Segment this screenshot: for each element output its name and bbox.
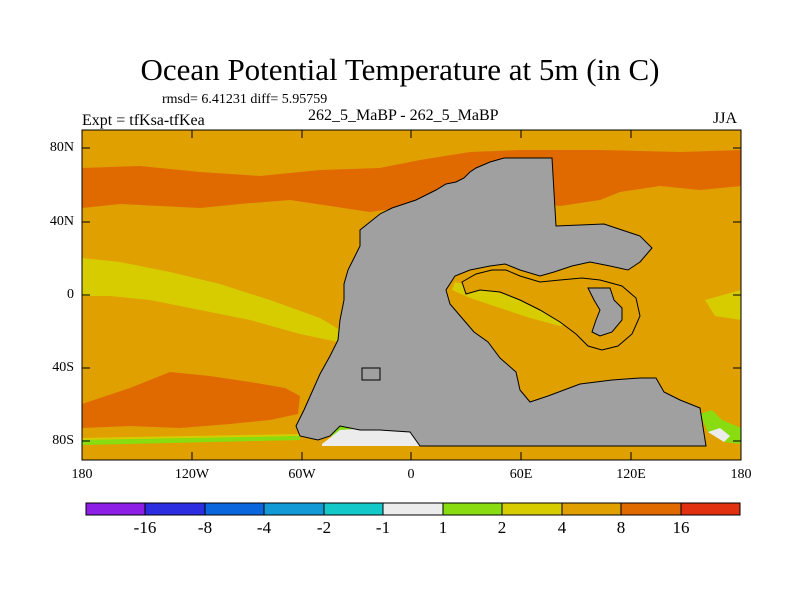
- region-southern-warm-band: [82, 372, 300, 428]
- map-field: [82, 130, 741, 460]
- y-label-80n: 80N: [49, 140, 74, 155]
- subtitle-label: 262_5_MaBP - 262_5_MaBP: [308, 107, 499, 124]
- land-island-tethys: [587, 287, 623, 337]
- experiment-label: Expt = tfKsa-tfKea: [82, 112, 205, 129]
- region-arctic-warm-band: [82, 150, 741, 212]
- x-label-120w: 120W: [174, 467, 210, 482]
- x-label-60w: 60W: [288, 467, 316, 482]
- colorbar-box-10: [620, 502, 682, 516]
- x-label-120e: 120E: [616, 467, 646, 482]
- x-label-0: 0: [407, 467, 415, 482]
- region-equatorial-cool-band: [82, 258, 340, 342]
- statistics-label: rmsd= 6.41231 diff= 5.95759: [162, 92, 328, 107]
- region-east-white-patch: [708, 428, 730, 442]
- plot-title: Ocean Potential Temperature at 5m (in C): [140, 52, 660, 87]
- colorbar-box-5: [323, 502, 384, 516]
- colorbar-box-7: [442, 502, 503, 516]
- region-arctic-top-strip: [82, 130, 741, 152]
- x-ticks: [81, 130, 742, 460]
- colorbar-label-9: 8: [616, 518, 626, 537]
- colorbar-label-10: 16: [672, 518, 690, 537]
- y-label-0: 0: [67, 287, 74, 302]
- colorbar-box-2: [144, 502, 206, 516]
- colorbar-box-9: [561, 502, 622, 516]
- colorbar-box-1: [85, 502, 146, 516]
- colorbar-label-6: 1: [438, 518, 448, 537]
- colorbar-box-3: [204, 502, 265, 516]
- land-western-continent: [295, 157, 707, 447]
- region-east-green-patch: [700, 410, 741, 444]
- land-small-island: [361, 367, 381, 381]
- x-label-180e: 180: [730, 467, 752, 482]
- colorbar-label-2: -8: [197, 518, 213, 537]
- y-label-80s: 80S: [52, 433, 74, 448]
- region-atlantic-cool-patch: [452, 282, 575, 326]
- colorbar-box-6: [382, 502, 444, 516]
- colorbar-label-1: -16: [133, 518, 157, 537]
- x-label-180w: 180: [71, 467, 93, 482]
- y-label-40s: 40S: [52, 360, 74, 375]
- colorbar: [85, 502, 741, 516]
- colorbar-box-4: [263, 502, 325, 516]
- colorbar-box-8: [501, 502, 563, 516]
- y-ticks: [82, 147, 741, 442]
- season-label: JJA: [713, 110, 738, 127]
- x-label-60e: 60E: [509, 467, 533, 482]
- colorbar-label-8: 4: [557, 518, 567, 537]
- region-polar-green-line: [82, 436, 300, 445]
- y-label-40n: 40N: [49, 214, 74, 229]
- colorbar-label-4: -2: [316, 518, 332, 537]
- region-east-cool-patch: [705, 290, 741, 320]
- colorbar-label-7: 2: [497, 518, 507, 537]
- colorbar-box-11: [680, 502, 741, 516]
- colorbar-label-5: -1: [375, 518, 391, 537]
- colorbar-label-3: -4: [256, 518, 272, 537]
